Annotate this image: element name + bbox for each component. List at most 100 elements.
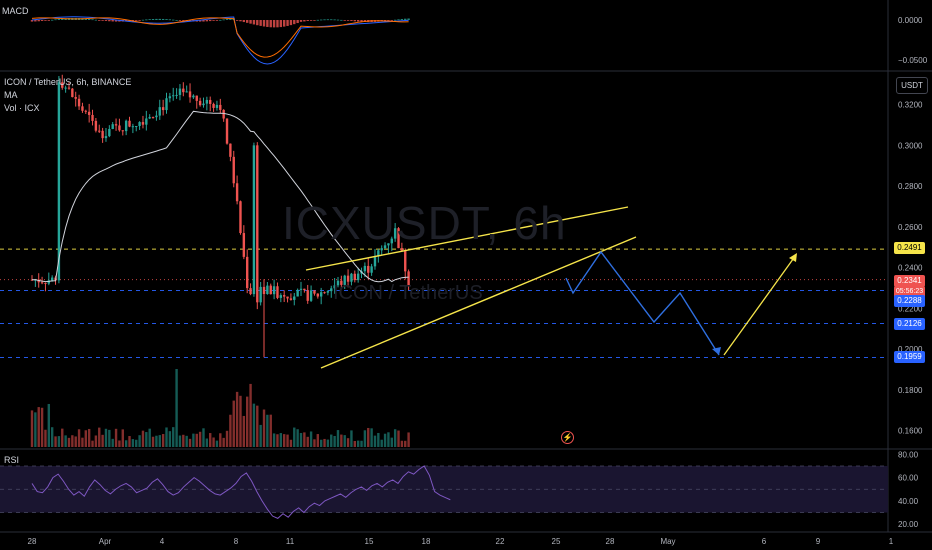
macd-hist-bar bbox=[276, 20, 279, 28]
candle-body bbox=[91, 114, 94, 121]
candle-body bbox=[172, 95, 175, 97]
volume-bar bbox=[286, 434, 289, 447]
macd-hist-bar bbox=[353, 20, 356, 22]
candle-body bbox=[286, 296, 289, 299]
candle-body bbox=[293, 296, 296, 300]
candle-body bbox=[400, 248, 404, 251]
volume-bar bbox=[380, 439, 383, 447]
macd-hist-bar bbox=[145, 19, 148, 21]
macd-hist-bar bbox=[101, 20, 104, 21]
macd-hist-bar bbox=[346, 20, 350, 21]
candle-body bbox=[289, 298, 293, 300]
rsi-tick: 80.00 bbox=[898, 450, 919, 459]
volume-bar bbox=[135, 439, 138, 447]
candle-body bbox=[74, 97, 77, 99]
macd-hist-bar bbox=[404, 18, 407, 20]
macd-hist-bar bbox=[282, 20, 286, 27]
macd-hist-bar bbox=[360, 20, 363, 22]
candle-body bbox=[272, 286, 276, 295]
candle-body bbox=[353, 273, 356, 281]
ma-legend[interactable]: MA bbox=[4, 90, 18, 100]
wedge-lower-line bbox=[320, 236, 637, 369]
candle-body bbox=[155, 115, 158, 118]
volume-bar bbox=[309, 431, 313, 447]
price-tick: 0.1800 bbox=[898, 386, 923, 395]
candle-body bbox=[165, 98, 168, 111]
price-tick: 0.2000 bbox=[898, 345, 923, 354]
symbol-legend[interactable]: ICON / TetherUS, 6h, BINANCE bbox=[4, 77, 132, 87]
time-tick: 9 bbox=[816, 537, 821, 546]
candle-body bbox=[266, 285, 269, 295]
volume-bar bbox=[269, 414, 272, 447]
volume-bar bbox=[346, 438, 350, 447]
macd-hist-bar bbox=[91, 19, 94, 21]
volume-bar bbox=[397, 430, 400, 447]
ma-line bbox=[31, 110, 409, 283]
volume-bar bbox=[353, 440, 356, 447]
volume-bar bbox=[303, 432, 306, 447]
price-label-1959: 0.1959 bbox=[894, 351, 925, 363]
volume-bar bbox=[266, 414, 269, 447]
candle-body bbox=[319, 292, 323, 297]
macd-hist-bar bbox=[168, 19, 172, 21]
macd-label[interactable]: MACD bbox=[2, 6, 29, 16]
lightning-circle-icon[interactable]: ⚡ bbox=[561, 431, 574, 444]
volume-bar bbox=[124, 440, 128, 447]
macd-hist-bar bbox=[178, 20, 182, 21]
rsi-tick: 20.00 bbox=[898, 520, 919, 529]
watermark-name: ICON / TetherUS bbox=[333, 282, 483, 304]
candle-body bbox=[407, 271, 410, 286]
rsi-tick: 60.00 bbox=[898, 474, 919, 483]
volume-bar bbox=[222, 437, 225, 447]
volume-bar bbox=[161, 434, 165, 447]
candle-body bbox=[383, 245, 387, 249]
macd-hist-bar bbox=[279, 20, 283, 28]
candle-body bbox=[219, 104, 222, 110]
candle-body bbox=[67, 87, 71, 89]
volume-bar bbox=[205, 438, 209, 447]
macd-hist-bar bbox=[309, 20, 313, 21]
candle-body bbox=[182, 88, 185, 93]
price-tick: 0.2200 bbox=[898, 304, 923, 313]
volume-bar bbox=[44, 429, 47, 447]
price-label-2491: 0.2491 bbox=[894, 242, 925, 254]
candle-body bbox=[202, 103, 205, 106]
price-tick: 0.3000 bbox=[898, 141, 923, 150]
candle-body bbox=[198, 100, 202, 106]
volume-bar bbox=[202, 428, 205, 447]
volume-bar bbox=[47, 403, 51, 447]
rsi-label[interactable]: RSI bbox=[4, 455, 20, 465]
macd-hist-bar bbox=[37, 20, 40, 22]
candle-body bbox=[330, 288, 333, 292]
macd-hist-bar bbox=[343, 20, 346, 21]
currency-button[interactable]: USDT bbox=[896, 77, 928, 94]
volume-bar bbox=[81, 437, 84, 447]
macd-hist-bar bbox=[299, 20, 303, 22]
candle-body bbox=[326, 291, 330, 293]
candle-body bbox=[306, 290, 309, 301]
candle-body bbox=[259, 286, 262, 303]
volume-bar bbox=[242, 415, 246, 447]
volume-bar bbox=[165, 427, 168, 447]
volume-legend[interactable]: Vol · ICX bbox=[4, 103, 40, 113]
macd-hist-bar bbox=[198, 20, 202, 22]
macd-hist-bar bbox=[84, 18, 87, 20]
candle-body bbox=[151, 117, 155, 119]
volume-bar bbox=[101, 434, 104, 447]
candle-body bbox=[299, 288, 303, 290]
candle-body bbox=[229, 143, 232, 157]
candle-body bbox=[316, 293, 320, 297]
macd-hist-bar bbox=[390, 20, 393, 21]
candle-body bbox=[242, 233, 246, 257]
volume-bar bbox=[192, 433, 195, 447]
macd-hist-bar bbox=[330, 19, 333, 21]
volume-bar bbox=[262, 409, 266, 447]
price-tick: 0.2600 bbox=[898, 223, 923, 232]
volume-bar bbox=[37, 407, 40, 447]
volume-bar bbox=[158, 435, 161, 447]
candle-body bbox=[178, 88, 182, 95]
candle-body bbox=[161, 107, 165, 111]
price-tick: 0.3200 bbox=[898, 101, 923, 110]
candle-body bbox=[47, 280, 51, 284]
volume-bar bbox=[185, 435, 188, 447]
